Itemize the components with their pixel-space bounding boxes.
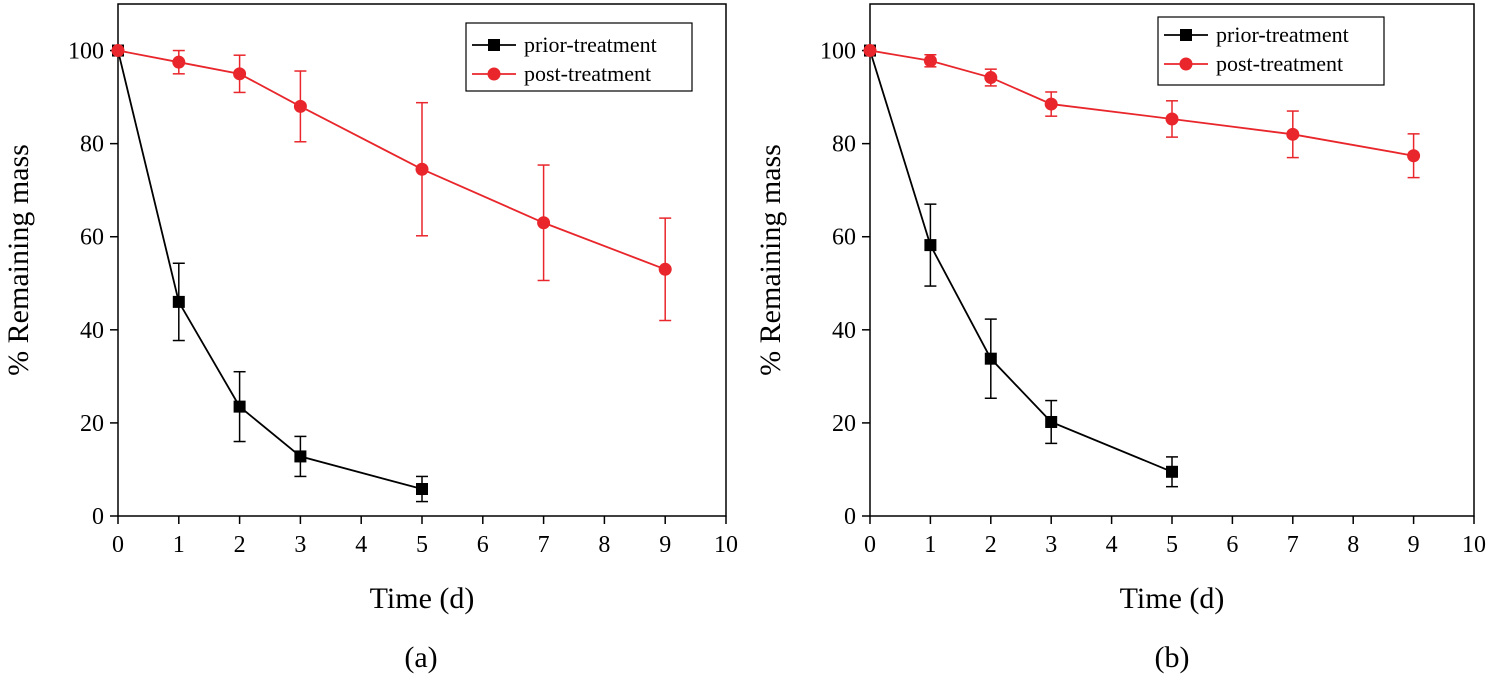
y-tick-labels: 0 20 40 60 80 100 [820,39,856,530]
series-line [117,50,423,490]
legend: prior-treatment post-treatment [1157,16,1385,86]
y-tick-label: 100 [68,39,104,65]
x-tick-label: 3 [294,532,306,558]
data-point [1286,127,1300,141]
series-layer [111,44,672,503]
legend-label-prior: prior-treatment [1216,22,1349,47]
data-point [1407,149,1421,163]
data-point [1165,112,1179,126]
y-tick-label: 40 [832,318,856,344]
x-axis-label: Time (d) [1120,582,1225,615]
panel-b: 0 1 2 3 4 5 6 7 8 9 10 0 20 40 60 80 100… [754,3,1486,674]
x-tick-label: 7 [1287,532,1299,558]
x-tick-label: 10 [1462,532,1486,558]
x-tick-label: 5 [1166,532,1178,558]
legend-label-post: post-treatment [1216,51,1343,76]
panel-caption: (a) [404,641,437,674]
y-tick-label: 100 [820,39,856,65]
legend-marker-prior [1180,29,1192,41]
x-tick-label: 3 [1045,532,1057,558]
data-point [1044,97,1058,111]
y-tick-label: 60 [832,225,856,251]
series-prior-treatment [864,44,1178,488]
legend-box [465,22,693,92]
data-point [924,239,937,252]
series-layer [863,44,1421,488]
data-point [658,262,672,276]
x-tick-label: 8 [598,532,610,558]
legend-marker-prior [488,39,500,51]
data-point [294,450,307,463]
data-point [172,295,185,308]
series-post-treatment [863,44,1421,179]
y-tick-label: 80 [80,132,104,158]
data-point [537,216,551,230]
y-tick-label: 0 [844,504,856,530]
data-point [923,54,937,68]
x-tick-label: 4 [1106,532,1118,558]
x-tick-label: 4 [355,532,367,558]
x-tick-label: 10 [714,532,738,558]
data-point [111,44,125,58]
x-axis-label: Time (d) [370,582,475,615]
y-axis-label: % Remaining mass [2,144,35,376]
legend-marker-post [1179,57,1193,71]
x-tick-label: 9 [659,532,671,558]
axis-ticks [110,49,727,524]
data-point [863,44,877,58]
y-axis-label: % Remaining mass [754,144,787,376]
y-tick-label: 0 [92,504,104,530]
x-tick-label: 8 [1347,532,1359,558]
data-point [1045,415,1058,428]
series-post-treatment [111,44,672,322]
x-tick-labels: 0 1 2 3 4 5 6 7 8 9 10 [864,532,1486,558]
legend-label-prior: prior-treatment [524,32,657,57]
y-tick-label: 80 [832,132,856,158]
legend: prior-treatment post-treatment [465,22,693,92]
panel-caption: (b) [1155,641,1190,674]
data-point [984,352,997,365]
data-point [172,55,186,69]
x-tick-label: 9 [1408,532,1420,558]
y-tick-label: 60 [80,225,104,251]
data-point [233,400,246,413]
x-tick-label: 7 [538,532,550,558]
data-point [233,67,247,81]
data-point [415,162,429,176]
x-tick-label: 1 [173,532,185,558]
data-point [1166,465,1178,478]
x-tick-label: 2 [234,532,246,558]
data-point [293,99,307,113]
y-tick-label: 20 [832,411,856,437]
y-tick-label: 40 [80,318,104,344]
legend-marker-post [487,67,501,81]
y-tick-label: 20 [80,411,104,437]
x-tick-label: 5 [416,532,428,558]
legend-label-post: post-treatment [524,61,651,86]
x-tick-label: 1 [924,532,936,558]
series-prior-treatment [112,44,428,503]
y-tick-labels: 0 20 40 60 80 100 [68,39,104,530]
x-tick-label: 6 [477,532,489,558]
x-tick-label: 6 [1226,532,1238,558]
panel-a: 0 1 2 3 4 5 6 7 8 9 10 0 20 40 60 80 100… [2,3,738,674]
x-tick-labels: 0 1 2 3 4 5 6 7 8 9 10 [112,532,738,558]
axis-ticks [862,49,1475,524]
data-point [416,483,428,496]
legend-box [1157,16,1385,86]
data-point [984,71,998,85]
x-tick-label: 2 [985,532,997,558]
x-tick-label: 0 [864,532,876,558]
x-tick-label: 0 [112,532,124,558]
